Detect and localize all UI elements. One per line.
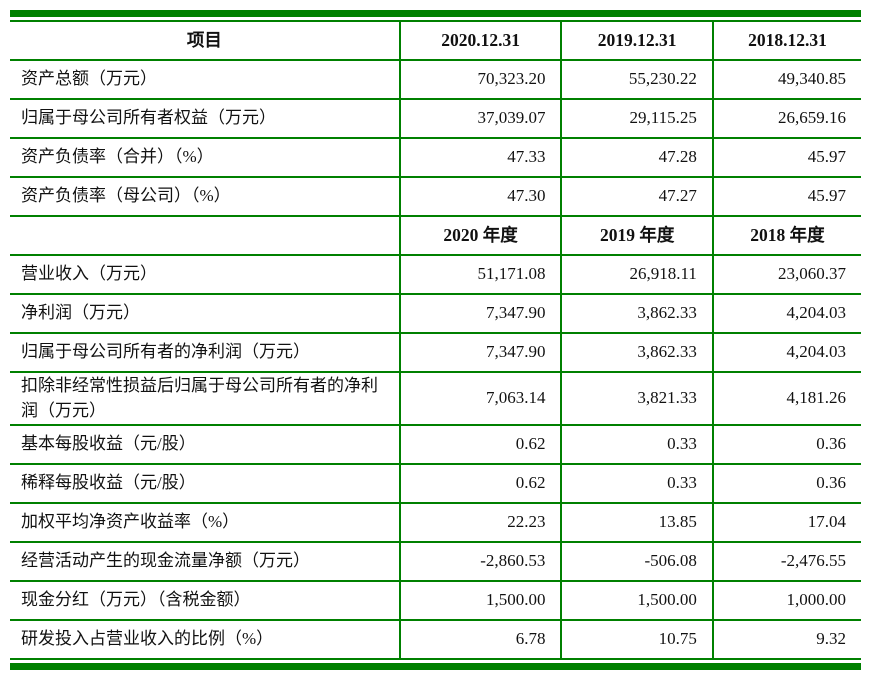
row-value: 29,115.25: [560, 99, 713, 139]
table-row-operating-cash-flow: 经营活动产生的现金流量净额（万元） -2,860.53 -506.08 -2,4…: [10, 542, 861, 583]
row-label: 扣除非经常性损益后归属于母公司所有者的净利润（万元）: [10, 372, 400, 427]
row-label: 现金分红（万元）（含税金额）: [10, 581, 400, 622]
table-row-debt-ratio-parent: 资产负债率（母公司）（%） 47.30 47.27 45.97: [10, 177, 861, 217]
row-label: 营业收入（万元）: [10, 255, 400, 295]
row-value: -2,476.55: [711, 542, 861, 583]
row-value: 3,862.33: [560, 333, 713, 373]
header-col-2019-12-31: 2019.12.31: [560, 21, 713, 61]
header-col-2018-12-31: 2018.12.31: [711, 21, 861, 61]
row-value: 47.30: [398, 177, 562, 217]
row-label: 稀释每股收益（元/股）: [10, 464, 400, 505]
row-value: 7,347.90: [398, 294, 562, 334]
header-col-2018-year: 2018 年度: [711, 216, 861, 256]
row-value: 47.27: [560, 177, 713, 217]
table-row-operating-revenue: 营业收入（万元） 51,171.08 26,918.11 23,060.37: [10, 255, 861, 295]
row-value: 1,000.00: [711, 581, 861, 622]
header-col-2020-year: 2020 年度: [398, 216, 562, 256]
table-row-diluted-eps: 稀释每股收益（元/股） 0.62 0.33 0.36: [10, 464, 861, 505]
row-value: 7,347.90: [398, 333, 562, 373]
table-row-net-profit: 净利润（万元） 7,347.90 3,862.33 4,204.03: [10, 294, 861, 334]
row-label: 资产总额（万元）: [10, 60, 400, 100]
row-value: 9.32: [711, 620, 861, 661]
row-value: 47.33: [398, 138, 562, 178]
row-label: 资产负债率（合并）（%）: [10, 138, 400, 178]
row-value: 0.33: [560, 425, 713, 466]
row-label: 加权平均净资产收益率（%）: [10, 503, 400, 544]
row-value: 0.36: [711, 425, 861, 466]
row-value: 4,181.26: [711, 372, 861, 427]
row-label: 研发投入占营业收入的比例（%）: [10, 620, 400, 661]
table-row-net-profit-excl-nonrecurring: 扣除非经常性损益后归属于母公司所有者的净利润（万元） 7,063.14 3,82…: [10, 372, 861, 427]
table-row-total-assets: 资产总额（万元） 70,323.20 55,230.22 49,340.85: [10, 60, 861, 100]
table-row-parent-equity: 归属于母公司所有者权益（万元） 37,039.07 29,115.25 26,6…: [10, 99, 861, 139]
table-row-debt-ratio-consolidated: 资产负债率（合并）（%） 47.33 47.28 45.97: [10, 138, 861, 178]
row-value: 23,060.37: [711, 255, 861, 295]
row-value: 7,063.14: [398, 372, 562, 427]
row-value: 49,340.85: [711, 60, 861, 100]
row-value: 4,204.03: [711, 294, 861, 334]
row-value: 26,659.16: [711, 99, 861, 139]
row-value: 45.97: [711, 138, 861, 178]
header-col-2020-12-31: 2020.12.31: [398, 21, 562, 61]
row-value: 17.04: [711, 503, 861, 544]
row-value: 37,039.07: [398, 99, 562, 139]
table-header-row-income: 2020 年度 2019 年度 2018 年度: [10, 216, 861, 256]
header-item-label: 项目: [10, 21, 400, 61]
row-label: 资产负债率（母公司）（%）: [10, 177, 400, 217]
row-value: 47.28: [560, 138, 713, 178]
row-value: -506.08: [560, 542, 713, 583]
row-value: 26,918.11: [560, 255, 713, 295]
row-value: 0.33: [560, 464, 713, 505]
row-value: 45.97: [711, 177, 861, 217]
row-value: 70,323.20: [398, 60, 562, 100]
row-label: 归属于母公司所有者权益（万元）: [10, 99, 400, 139]
table-row-parent-net-profit: 归属于母公司所有者的净利润（万元） 7,347.90 3,862.33 4,20…: [10, 333, 861, 373]
financial-summary-table-frame: 项目 2020.12.31 2019.12.31 2018.12.31 资产总额…: [10, 10, 861, 671]
row-value: 0.62: [398, 425, 562, 466]
header-item-empty: [10, 216, 400, 256]
row-label: 基本每股收益（元/股）: [10, 425, 400, 466]
row-value: 13.85: [560, 503, 713, 544]
row-value: 22.23: [398, 503, 562, 544]
table-header-row-balance: 项目 2020.12.31 2019.12.31 2018.12.31: [10, 21, 861, 61]
row-label: 净利润（万元）: [10, 294, 400, 334]
row-value: 0.36: [711, 464, 861, 505]
row-value: -2,860.53: [398, 542, 562, 583]
row-label: 经营活动产生的现金流量净额（万元）: [10, 542, 400, 583]
row-value: 4,204.03: [711, 333, 861, 373]
table-row-basic-eps: 基本每股收益（元/股） 0.62 0.33 0.36: [10, 425, 861, 466]
header-col-2019-year: 2019 年度: [560, 216, 713, 256]
row-value: 1,500.00: [398, 581, 562, 622]
table-row-rd-expense-ratio: 研发投入占营业收入的比例（%） 6.78 10.75 9.32: [10, 620, 861, 661]
row-value: 51,171.08: [398, 255, 562, 295]
row-value: 3,862.33: [560, 294, 713, 334]
financial-summary-table: 项目 2020.12.31 2019.12.31 2018.12.31 资产总额…: [10, 20, 861, 661]
row-value: 6.78: [398, 620, 562, 661]
row-value: 55,230.22: [560, 60, 713, 100]
row-value: 0.62: [398, 464, 562, 505]
table-row-weighted-avg-roe: 加权平均净资产收益率（%） 22.23 13.85 17.04: [10, 503, 861, 544]
row-value: 1,500.00: [560, 581, 713, 622]
row-label: 归属于母公司所有者的净利润（万元）: [10, 333, 400, 373]
row-value: 3,821.33: [560, 372, 713, 427]
row-value: 10.75: [560, 620, 713, 661]
table-row-cash-dividend: 现金分红（万元）（含税金额） 1,500.00 1,500.00 1,000.0…: [10, 581, 861, 622]
